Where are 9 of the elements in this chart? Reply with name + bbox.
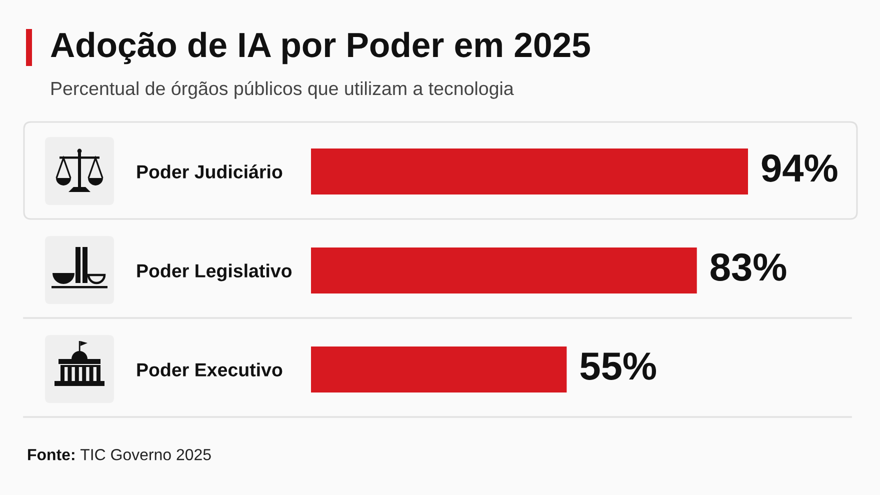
y-tick-label: Poder Legislativo <box>137 264 292 282</box>
y-tick-label: Poder Executivo <box>137 362 282 376</box>
data-label: 55% <box>580 352 656 380</box>
source-note: Fonte: TIC Governo 2025 <box>28 448 211 460</box>
chart-title: Adoção de IA por Poder em 2025 <box>50 32 590 64</box>
chart-subtitle: Percentual de órgãos públicos que utilizam a tecnologia <box>52 81 514 99</box>
data-label: 94% <box>762 154 838 182</box>
data-label: 83% <box>710 253 786 281</box>
y-tick-label: Poder Judiciário <box>137 164 282 178</box>
